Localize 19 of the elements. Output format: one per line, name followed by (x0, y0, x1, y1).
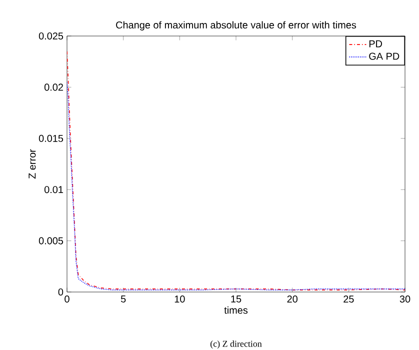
x-tick-label: 20 (287, 296, 298, 303)
text: (c) Z direction (210, 340, 262, 349)
y-tick-label: 0.025 (38, 32, 64, 40)
chart-title: Change of maximum absolute value of error with times (116, 21, 356, 30)
y-tick-label: 0.005 (38, 237, 64, 244)
y-tick-label: 0.015 (38, 134, 64, 142)
y-tick-label: 0.02 (44, 84, 63, 91)
x-tick-label: 30 (400, 296, 410, 303)
x-tick-label: 25 (344, 296, 354, 303)
y-tick-label: 0 (58, 288, 64, 296)
x-tick-label: 0 (64, 296, 70, 303)
x-axis-title: times (224, 306, 248, 314)
legend-label: GA PD (369, 52, 400, 60)
x-tick-label: 5 (120, 296, 126, 302)
y-tick-label: 0.01 (44, 186, 63, 194)
x-tick-label: 10 (174, 296, 185, 303)
x-tick-label: 15 (231, 296, 242, 302)
legend-label: PD (369, 40, 382, 48)
y-axis-title: Z error (28, 149, 36, 179)
